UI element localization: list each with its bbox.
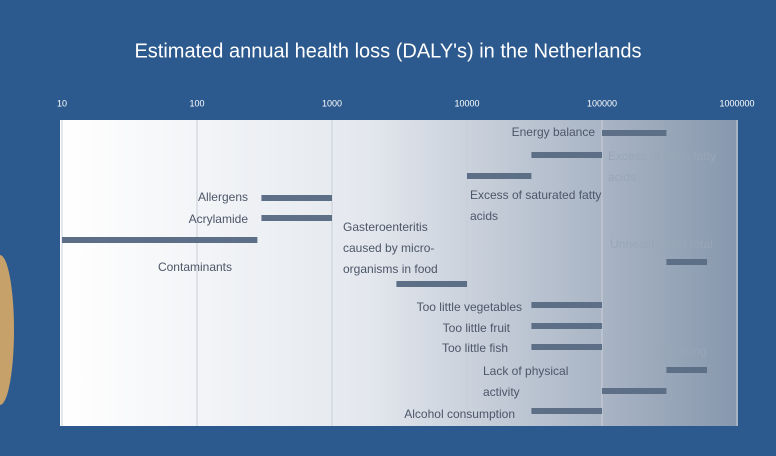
bar [531, 408, 602, 414]
bar [531, 302, 602, 308]
bar [531, 323, 602, 329]
category-label: Gasteroenteritis caused by micro-organis… [343, 220, 438, 276]
category-label: Alcohol consumption [404, 407, 515, 421]
x-tick-label: 10000 [454, 98, 479, 108]
plot-area [60, 120, 738, 426]
x-tick-label: 100 [189, 98, 204, 108]
x-tick-label: 1000000 [719, 98, 754, 108]
category-label: Excess of trans fatty acids [608, 149, 717, 184]
bar [602, 388, 667, 394]
bar [261, 215, 332, 221]
category-label: Unhealthy diet total [610, 237, 713, 251]
bar [666, 259, 708, 265]
bar [602, 130, 667, 136]
category-label: Contaminants [157, 260, 233, 274]
chart-title: Estimated annual health loss (DALY's) in… [134, 40, 641, 62]
bar [531, 344, 602, 350]
category-label: Acrylamide [188, 212, 248, 226]
bar [261, 195, 332, 201]
category-label: Lack of physical activity [483, 364, 569, 399]
bar [666, 367, 708, 373]
x-tick-label: 100000 [587, 98, 617, 108]
category-label: Excess of saturated fatty acids [470, 188, 602, 223]
bar [467, 173, 532, 179]
bar [396, 281, 467, 287]
decoration [0, 255, 14, 405]
x-tick-label: 1000 [322, 98, 342, 108]
category-label: Energy balance [511, 125, 595, 139]
category-label: Too little vegetables [416, 300, 522, 314]
category-label: Too little fish [441, 341, 508, 355]
category-label: Smoking [660, 344, 707, 358]
category-label: Too little fruit [442, 321, 510, 335]
bar [62, 237, 258, 243]
x-tick-label: 10 [57, 98, 67, 108]
category-label: Allergens [197, 190, 248, 204]
bar [531, 152, 602, 158]
